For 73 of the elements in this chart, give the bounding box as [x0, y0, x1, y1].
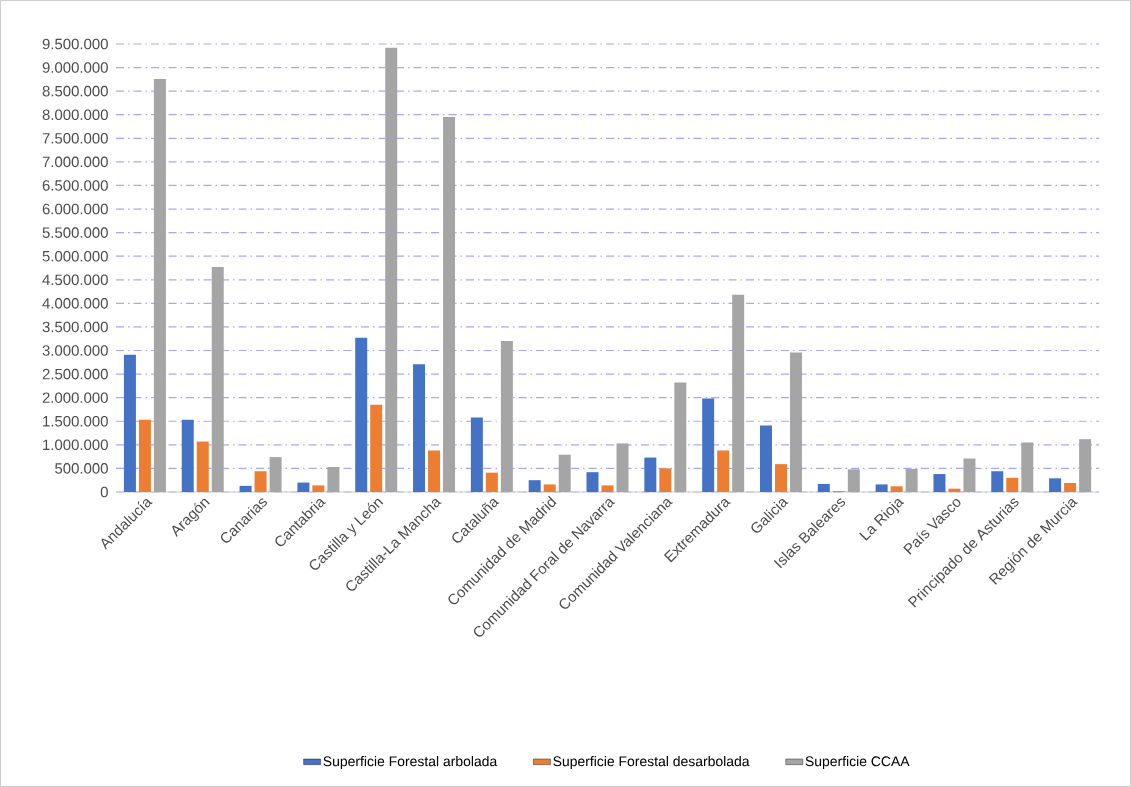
bar [732, 294, 745, 492]
y-tick-label: 5.000.000 [42, 250, 108, 262]
bar [1021, 442, 1034, 492]
y-tick-label: 4.500.000 [42, 274, 108, 286]
bar [717, 450, 730, 492]
bar [817, 483, 830, 492]
bar [153, 78, 166, 492]
bar [211, 267, 224, 492]
bar [759, 425, 772, 492]
bar [875, 484, 888, 492]
y-tick-label: 1.000.000 [43, 439, 108, 451]
y-tick-label: 6.000.000 [42, 203, 108, 215]
bar [847, 469, 860, 492]
bar [601, 485, 614, 492]
bar [181, 419, 194, 492]
legend-label: Superficie CCAA [805, 756, 910, 770]
y-tick-label: 9.500.000 [42, 38, 108, 50]
bar [297, 482, 310, 492]
y-tick-label: 3.000.000 [42, 345, 108, 356]
bar [789, 352, 802, 492]
bar [312, 485, 325, 492]
y-tick-label: 3.500.000 [42, 321, 108, 333]
bar [239, 485, 252, 492]
y-tick-label: 7.000.000 [42, 156, 108, 168]
bar [485, 472, 498, 492]
y-tick-label: 0 [100, 486, 108, 498]
bar [948, 488, 961, 492]
bar [558, 454, 571, 492]
bar [413, 364, 426, 492]
bar [123, 354, 136, 492]
bar [500, 341, 513, 492]
legend-label: Superficie Forestal desarbolada [553, 756, 750, 770]
bar [963, 458, 976, 492]
bar [1079, 439, 1092, 492]
y-tick-label: 7.500.000 [42, 133, 108, 144]
bar [991, 471, 1004, 492]
bar [269, 457, 282, 492]
bar [1049, 478, 1062, 492]
bar [659, 468, 672, 492]
bar [933, 474, 946, 492]
y-tick-label: 4.000.000 [42, 298, 108, 309]
bar [1064, 483, 1077, 492]
bar [428, 450, 441, 492]
y-tick-label: 8.000.000 [42, 109, 108, 121]
bar [254, 471, 267, 492]
bar [702, 398, 715, 492]
bar [1006, 477, 1019, 492]
legend-label: Superficie Forestal arbolada [323, 756, 498, 770]
y-tick-label: 2.000.000 [42, 392, 108, 403]
bar [616, 443, 629, 492]
y-tick-label: 8.500.000 [42, 85, 108, 97]
bar [774, 464, 787, 492]
bar [138, 419, 151, 492]
y-tick-label: 2.500.000 [42, 368, 108, 380]
bar [644, 457, 657, 492]
y-tick-label: 6.500.000 [42, 180, 108, 191]
bar [443, 117, 456, 492]
y-tick-label: 500.000 [55, 463, 108, 474]
bar [355, 337, 368, 492]
bar [905, 468, 918, 492]
bar [385, 47, 398, 492]
bar [528, 480, 541, 492]
y-tick-label: 1.500.000 [43, 415, 108, 427]
bar [196, 441, 209, 492]
bar [470, 417, 483, 492]
bar [890, 486, 903, 492]
bar [674, 382, 687, 492]
y-tick-label: 9.000.000 [42, 62, 108, 73]
bar [586, 472, 599, 492]
bar [370, 404, 383, 492]
bar [543, 484, 556, 492]
bar [327, 466, 340, 492]
y-tick-label: 5.500.000 [42, 227, 108, 238]
